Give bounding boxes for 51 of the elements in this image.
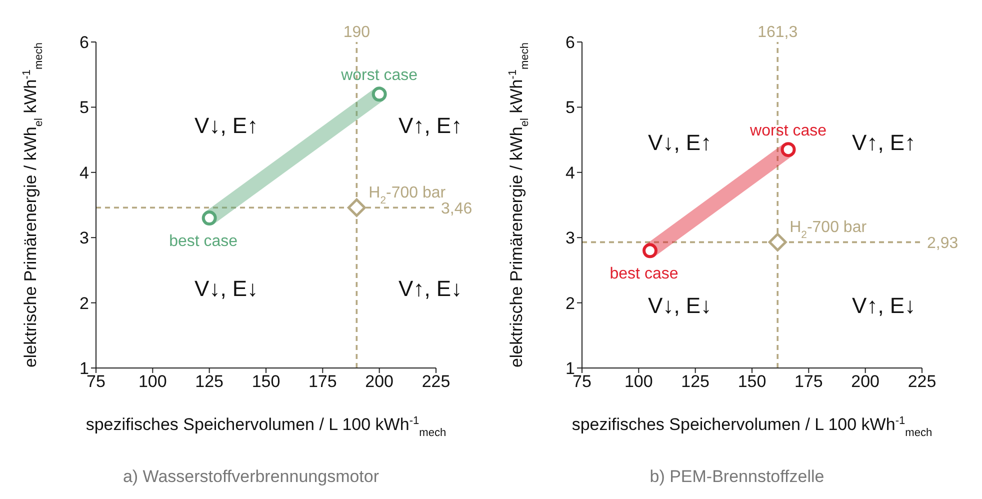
annotation: V↓, E↑: [648, 130, 712, 156]
y-tick-label: 5: [566, 98, 575, 118]
annotation: V↑, E↓: [852, 293, 916, 318]
x-tick-label: 225: [908, 372, 936, 392]
y-tick-label: 4: [566, 163, 575, 182]
point: [347, 198, 366, 217]
x-tick-label: 150: [738, 372, 766, 392]
y-tick-label: 2: [80, 294, 89, 313]
annotation: H$_{2}$-700 bar: [790, 219, 868, 241]
annotation: best case: [169, 233, 238, 250]
y-tick-label: 2: [566, 294, 575, 313]
ref-line-label: 2,93: [927, 234, 958, 252]
text: b) PEM-Brennstoffzelle: [650, 467, 824, 487]
annotation: V↑, E↑: [398, 112, 462, 138]
annotation: V↓, E↓: [194, 276, 258, 301]
y-tick-label: 6: [566, 33, 575, 52]
annotation: worst case: [749, 122, 827, 140]
ref-line-label: 161,3: [758, 24, 798, 41]
x-tick-label: 100: [624, 372, 653, 392]
x-tick-label: 225: [422, 372, 450, 392]
annotation: worst case: [340, 67, 418, 84]
y-tick-label: 4: [80, 163, 89, 182]
point: [642, 243, 658, 258]
text: a) Wasserstoffverbrennungsmotor: [122, 467, 380, 487]
y-tick-label: 5: [80, 98, 89, 118]
x-tick-label: 200: [851, 372, 880, 392]
point: [768, 232, 787, 252]
x-tick-label: 75: [86, 372, 106, 392]
x-tick-label: 150: [252, 372, 280, 392]
y-tick-label: 1: [80, 359, 89, 378]
x-tick-label: 100: [138, 372, 167, 392]
y-tick-label: 1: [566, 359, 575, 378]
x-tick-label: 175: [794, 372, 823, 392]
x-tick-label: 75: [572, 372, 592, 392]
x-tick-label: 125: [195, 372, 224, 392]
point: [780, 142, 796, 158]
point: [202, 210, 217, 226]
x-tick-label: 175: [308, 372, 337, 392]
x-tick-label: 125: [681, 372, 710, 392]
annotation: V↑, E↑: [852, 130, 916, 156]
annotation: best case: [610, 266, 678, 283]
y-tick-label: 3: [80, 228, 89, 248]
annotation: V↓, E↑: [194, 112, 258, 138]
y-tick-label: 6: [80, 33, 89, 52]
annotation: V↑, E↓: [398, 276, 462, 301]
annotation: V↓, E↓: [648, 293, 712, 318]
y-tick-label: 3: [566, 228, 575, 248]
x-tick-label: 200: [365, 372, 394, 392]
point: [372, 86, 387, 102]
ref-line-label: 190: [343, 24, 370, 41]
ref-line-label: 3,46: [441, 200, 472, 218]
